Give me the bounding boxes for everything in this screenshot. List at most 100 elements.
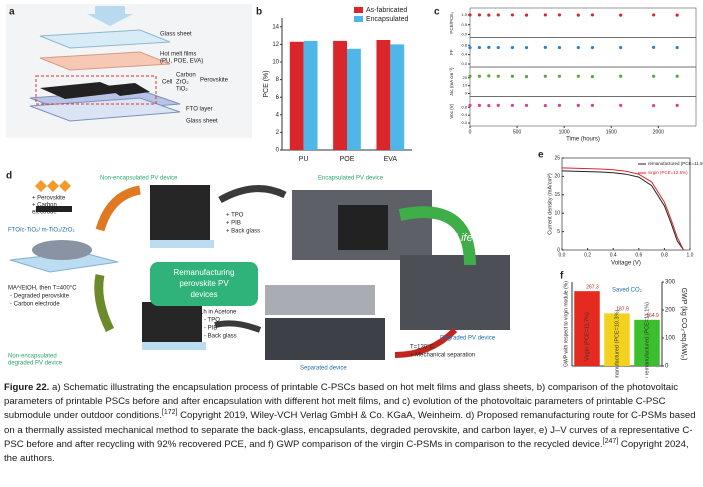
point: [590, 103, 595, 107]
panel-label: b: [256, 7, 262, 18]
label: - Carbon electrode: [10, 302, 60, 308]
x-tick-label: 0.4: [610, 252, 617, 258]
x-tick-label: EVA: [384, 156, 398, 163]
labels-a: Glass sheet Hot melt films (PU, POE, EVA…: [160, 32, 229, 125]
value-label: 164.9: [646, 313, 659, 319]
degraded-glass: [142, 342, 206, 350]
carbon-icon: [36, 206, 72, 212]
point: [652, 45, 656, 49]
strip: [469, 7, 697, 38]
point: [487, 45, 491, 49]
point: [510, 74, 514, 78]
y-tick-label: 0.4: [461, 52, 467, 57]
y-axis-label: GWP (kg CO₂-eq./kWₚ): [680, 288, 687, 361]
label: TiO₂: [176, 87, 188, 93]
value-label: 187.9: [616, 307, 629, 313]
cell: [105, 83, 150, 96]
caption-text: Copyright 2019, Wiley-VCH Verlag GmbH & …: [4, 410, 696, 450]
y-tick-label: 25: [554, 155, 560, 161]
panel-label: d: [6, 171, 12, 182]
label: electrode: [32, 210, 57, 216]
label: ZrO₂: [176, 80, 189, 86]
arrow: [214, 320, 262, 333]
perovskite-icon: [35, 180, 47, 192]
y-tick-label: 14: [272, 24, 279, 30]
bar: [574, 291, 600, 366]
device: [150, 185, 210, 245]
figure: a Glass sheet Hot melt films (PU, POE, E…: [6, 4, 703, 378]
label: - Back glass: [204, 334, 237, 340]
x-tick-label: 0: [469, 129, 472, 135]
legend-label: virgin (PCE=12.5%): [648, 170, 688, 175]
point: [477, 13, 482, 17]
y-tick-label: 0.0: [461, 61, 467, 66]
point: [619, 74, 623, 78]
y-tick-label: 0.0: [461, 32, 467, 37]
point: [468, 103, 472, 107]
point: [510, 45, 514, 50]
y-tick-label: 20: [554, 174, 560, 180]
value-label: 267.3: [586, 284, 599, 290]
point: [576, 13, 580, 17]
x-tick-label: 0.0: [559, 252, 566, 258]
y-tick-label: 2: [276, 130, 280, 136]
label: Glass sheet: [186, 119, 218, 125]
label: Degraded PV device: [440, 336, 496, 342]
degraded-device: [400, 255, 510, 330]
bar: [604, 313, 630, 366]
legend-swatch: [354, 7, 363, 13]
label: Non-encapsulated: [8, 354, 57, 360]
point: [543, 13, 547, 17]
y-tick-label: 0.8: [461, 42, 467, 47]
labels-d: + Perovskite + Carbon electrode Non-enca…: [8, 176, 496, 372]
arrow: [95, 185, 141, 232]
point: [576, 45, 580, 50]
separated-device: [265, 318, 385, 360]
point: [557, 13, 562, 17]
point: [477, 103, 482, 107]
caption-text: a) Schematic illustrating the encapsulat…: [4, 382, 679, 422]
x-tick-label: 1000: [559, 129, 570, 135]
degraded-cell: [142, 302, 202, 344]
bar: [333, 40, 347, 150]
point: [557, 45, 562, 50]
label: - Degraded perovskite: [10, 294, 70, 300]
point: [510, 103, 514, 107]
point: [543, 45, 547, 49]
x-tick-label: 1.0: [687, 252, 694, 258]
panel-label: c: [434, 7, 440, 18]
y-tick-label: 1.0: [461, 12, 467, 17]
panel-d: d + Perovskite + Carbon electrode Non-en…: [6, 171, 510, 372]
label: - TPO: [204, 318, 220, 324]
label: + PIB: [226, 221, 241, 227]
label: Life: [455, 232, 473, 244]
point: [557, 74, 562, 78]
point: [496, 13, 500, 17]
label: degraded PV device: [8, 361, 63, 367]
y-tick-label: 100: [665, 336, 676, 342]
label: MAᴬ/EtOH, then T=400°C: [8, 284, 77, 292]
point: [524, 103, 529, 107]
point: [524, 75, 529, 79]
point: [675, 45, 679, 50]
point: [619, 45, 623, 50]
x-tick-label: POE: [340, 156, 355, 163]
label: - PIB: [204, 326, 217, 332]
label: + Carbon: [32, 203, 57, 209]
separated-glass: [265, 285, 375, 315]
point: [496, 45, 500, 50]
y-axis-label: Current density (mA/cm²): [547, 173, 553, 235]
perovskite-icon: [59, 180, 71, 192]
label: T=130°C: [410, 345, 435, 351]
y-tick-label: 5: [557, 229, 560, 235]
point: [652, 13, 656, 17]
y2-axis-label: GWP with respect to virgin module (%): [563, 281, 569, 367]
point: [477, 74, 482, 78]
x-tick-label: 0.8: [661, 252, 668, 258]
point: [496, 103, 500, 107]
series-label: FF: [449, 49, 454, 55]
strip: [469, 66, 697, 97]
x-tick-label: 2000: [653, 129, 664, 135]
line: [561, 167, 685, 251]
caption-label: Figure 22.: [4, 382, 50, 393]
